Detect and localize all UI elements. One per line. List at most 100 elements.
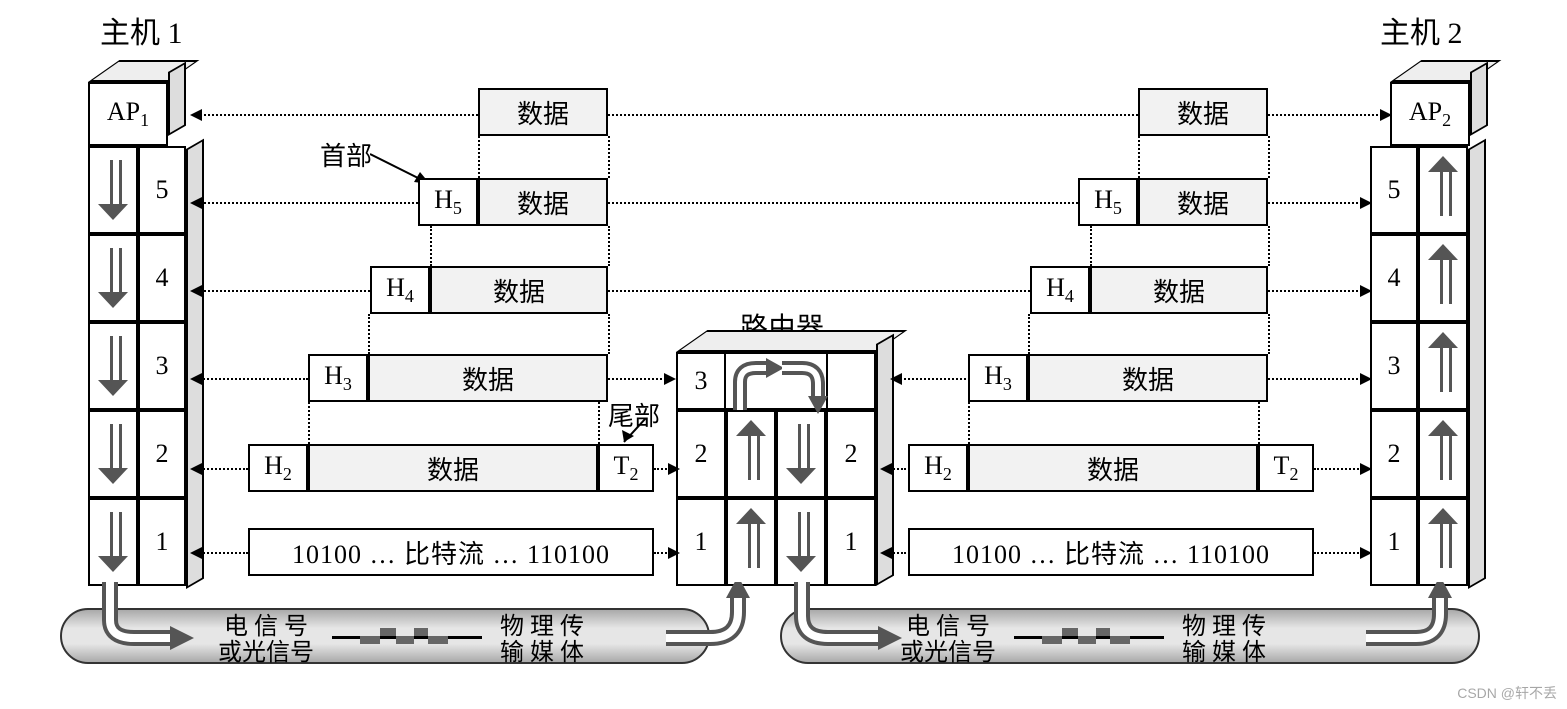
router-l1-arrowR	[776, 498, 826, 586]
dr-1-left	[890, 552, 906, 554]
dl-3-left-r	[608, 378, 666, 380]
host1-ap: AP1	[88, 82, 168, 146]
left-conn-1b	[608, 136, 610, 178]
host2-side3d	[1468, 139, 1486, 589]
router-l2-arrowL	[726, 410, 776, 498]
host2-l4-arrow	[1418, 234, 1468, 322]
router-l3-left: 3	[676, 352, 726, 410]
left-pdu-1-bits: 10100 … 比特流 … 110100	[248, 528, 654, 576]
router-l2-arrowR	[776, 410, 826, 498]
left-medium-label: 物 理 传 输 媒 体	[500, 614, 584, 667]
router-l1-arrowL	[726, 498, 776, 586]
title-host1: 主机 1	[100, 8, 183, 52]
host1-to-pipe-arrow	[90, 582, 200, 662]
host2-l2: 2	[1370, 410, 1418, 498]
right-pdu-5-data: 数据	[1138, 178, 1268, 226]
dl-1-left	[200, 552, 248, 554]
right-conn-3	[1028, 314, 1030, 354]
host2-l4: 4	[1370, 234, 1418, 322]
left-conn-3b	[608, 314, 610, 354]
left-pdu-2-data: 数据	[308, 444, 598, 492]
dl-2-left-r	[654, 468, 670, 470]
host2-l5-arrow	[1418, 146, 1468, 234]
right-pdu-2-t: T2	[1258, 444, 1314, 492]
watermark: CSDN @轩不丢	[1457, 683, 1557, 703]
right-conn-2	[1090, 226, 1092, 266]
host2-l5: 5	[1370, 146, 1418, 234]
host1-l3-arrow	[88, 322, 138, 410]
host1-l4-arrow	[88, 234, 138, 322]
host2-l2-arrow	[1418, 410, 1468, 498]
dr-1-right	[1314, 552, 1362, 554]
dl-4-span	[608, 290, 1030, 292]
right-conn-3b	[1268, 314, 1270, 354]
left-pdu-2-t: T2	[598, 444, 654, 492]
router-top3d	[676, 330, 907, 352]
right-conn-4b	[1258, 402, 1260, 444]
dr-2-left	[890, 468, 906, 470]
dr-3-left	[900, 378, 966, 380]
dr-3-right	[1268, 378, 1362, 380]
left-pdu-5-h: H5	[418, 178, 478, 226]
host2-l3: 3	[1370, 322, 1418, 410]
host2-l1-arrow	[1418, 498, 1468, 586]
dl-1-left-r	[654, 552, 670, 554]
left-pdu-ap-data: 数据	[478, 88, 608, 136]
host1-l1-arrow	[88, 498, 138, 586]
left-pdu-3-data: 数据	[368, 354, 608, 402]
host1-l2-arrow	[88, 410, 138, 498]
note-header: 首部	[320, 136, 372, 173]
right-pdu-1-bits: 10100 … 比特流 … 110100	[908, 528, 1314, 576]
dl-5-left	[200, 202, 418, 204]
dr-4-right	[1268, 290, 1362, 292]
host2-l1: 1	[1370, 498, 1418, 586]
left-conn-4	[308, 402, 310, 444]
dl-ap-span	[608, 114, 1138, 116]
right-pdu-2-h: H2	[908, 444, 968, 492]
dl-2-left	[200, 468, 248, 470]
router-to-pipe-arrow	[788, 582, 908, 662]
left-signal-label: 电 信 号 或光信号	[218, 614, 314, 667]
right-pdu-5-h: H5	[1078, 178, 1138, 226]
right-conn-4	[968, 402, 970, 444]
left-conn-2	[430, 226, 432, 266]
host1-l5: 5	[138, 146, 186, 234]
host1-ap-side3d	[168, 62, 186, 136]
right-waveform	[1042, 628, 1142, 644]
left-pdu-2-h: H2	[248, 444, 308, 492]
note-trailer-arrow	[616, 418, 656, 448]
pipe-to-router-arrow	[660, 582, 770, 662]
left-pdu-5-data: 数据	[478, 178, 608, 226]
host1-l4: 4	[138, 234, 186, 322]
left-conn-1	[478, 136, 480, 178]
left-conn-3	[368, 314, 370, 354]
title-host2: 主机 2	[1380, 8, 1463, 52]
host1-l2: 2	[138, 410, 186, 498]
dr-5-right	[1268, 202, 1362, 204]
left-pdu-4-h: H4	[370, 266, 430, 314]
right-signal-label: 电 信 号 或光信号	[900, 614, 996, 667]
right-pdu-2-data: 数据	[968, 444, 1258, 492]
left-conn-2b	[608, 226, 610, 266]
left-conn-4b	[598, 402, 600, 444]
dr-2-right	[1314, 468, 1362, 470]
right-pdu-ap-data: 数据	[1138, 88, 1268, 136]
router-l2-left: 2	[676, 410, 726, 498]
left-pdu-3-h: H3	[308, 354, 368, 402]
right-pdu-4-data: 数据	[1090, 266, 1268, 314]
right-pdu-4-h: H4	[1030, 266, 1090, 314]
router-l2-right: 2	[826, 410, 876, 498]
dl-5-span	[608, 202, 1078, 204]
left-pdu-4-data: 数据	[430, 266, 608, 314]
right-pdu-3-h: H3	[968, 354, 1028, 402]
router-l1-left: 1	[676, 498, 726, 586]
dl-3-left	[200, 378, 308, 380]
right-medium-label: 物 理 传 输 媒 体	[1182, 614, 1266, 667]
right-conn-1	[1138, 136, 1140, 178]
pipe-to-host2-arrow	[1356, 582, 1476, 662]
host2-ap: AP2	[1390, 82, 1470, 146]
host2-l3-arrow	[1418, 322, 1468, 410]
router-l1-right: 1	[826, 498, 876, 586]
router-uarrow-right	[774, 356, 834, 414]
right-pdu-3-data: 数据	[1028, 354, 1268, 402]
